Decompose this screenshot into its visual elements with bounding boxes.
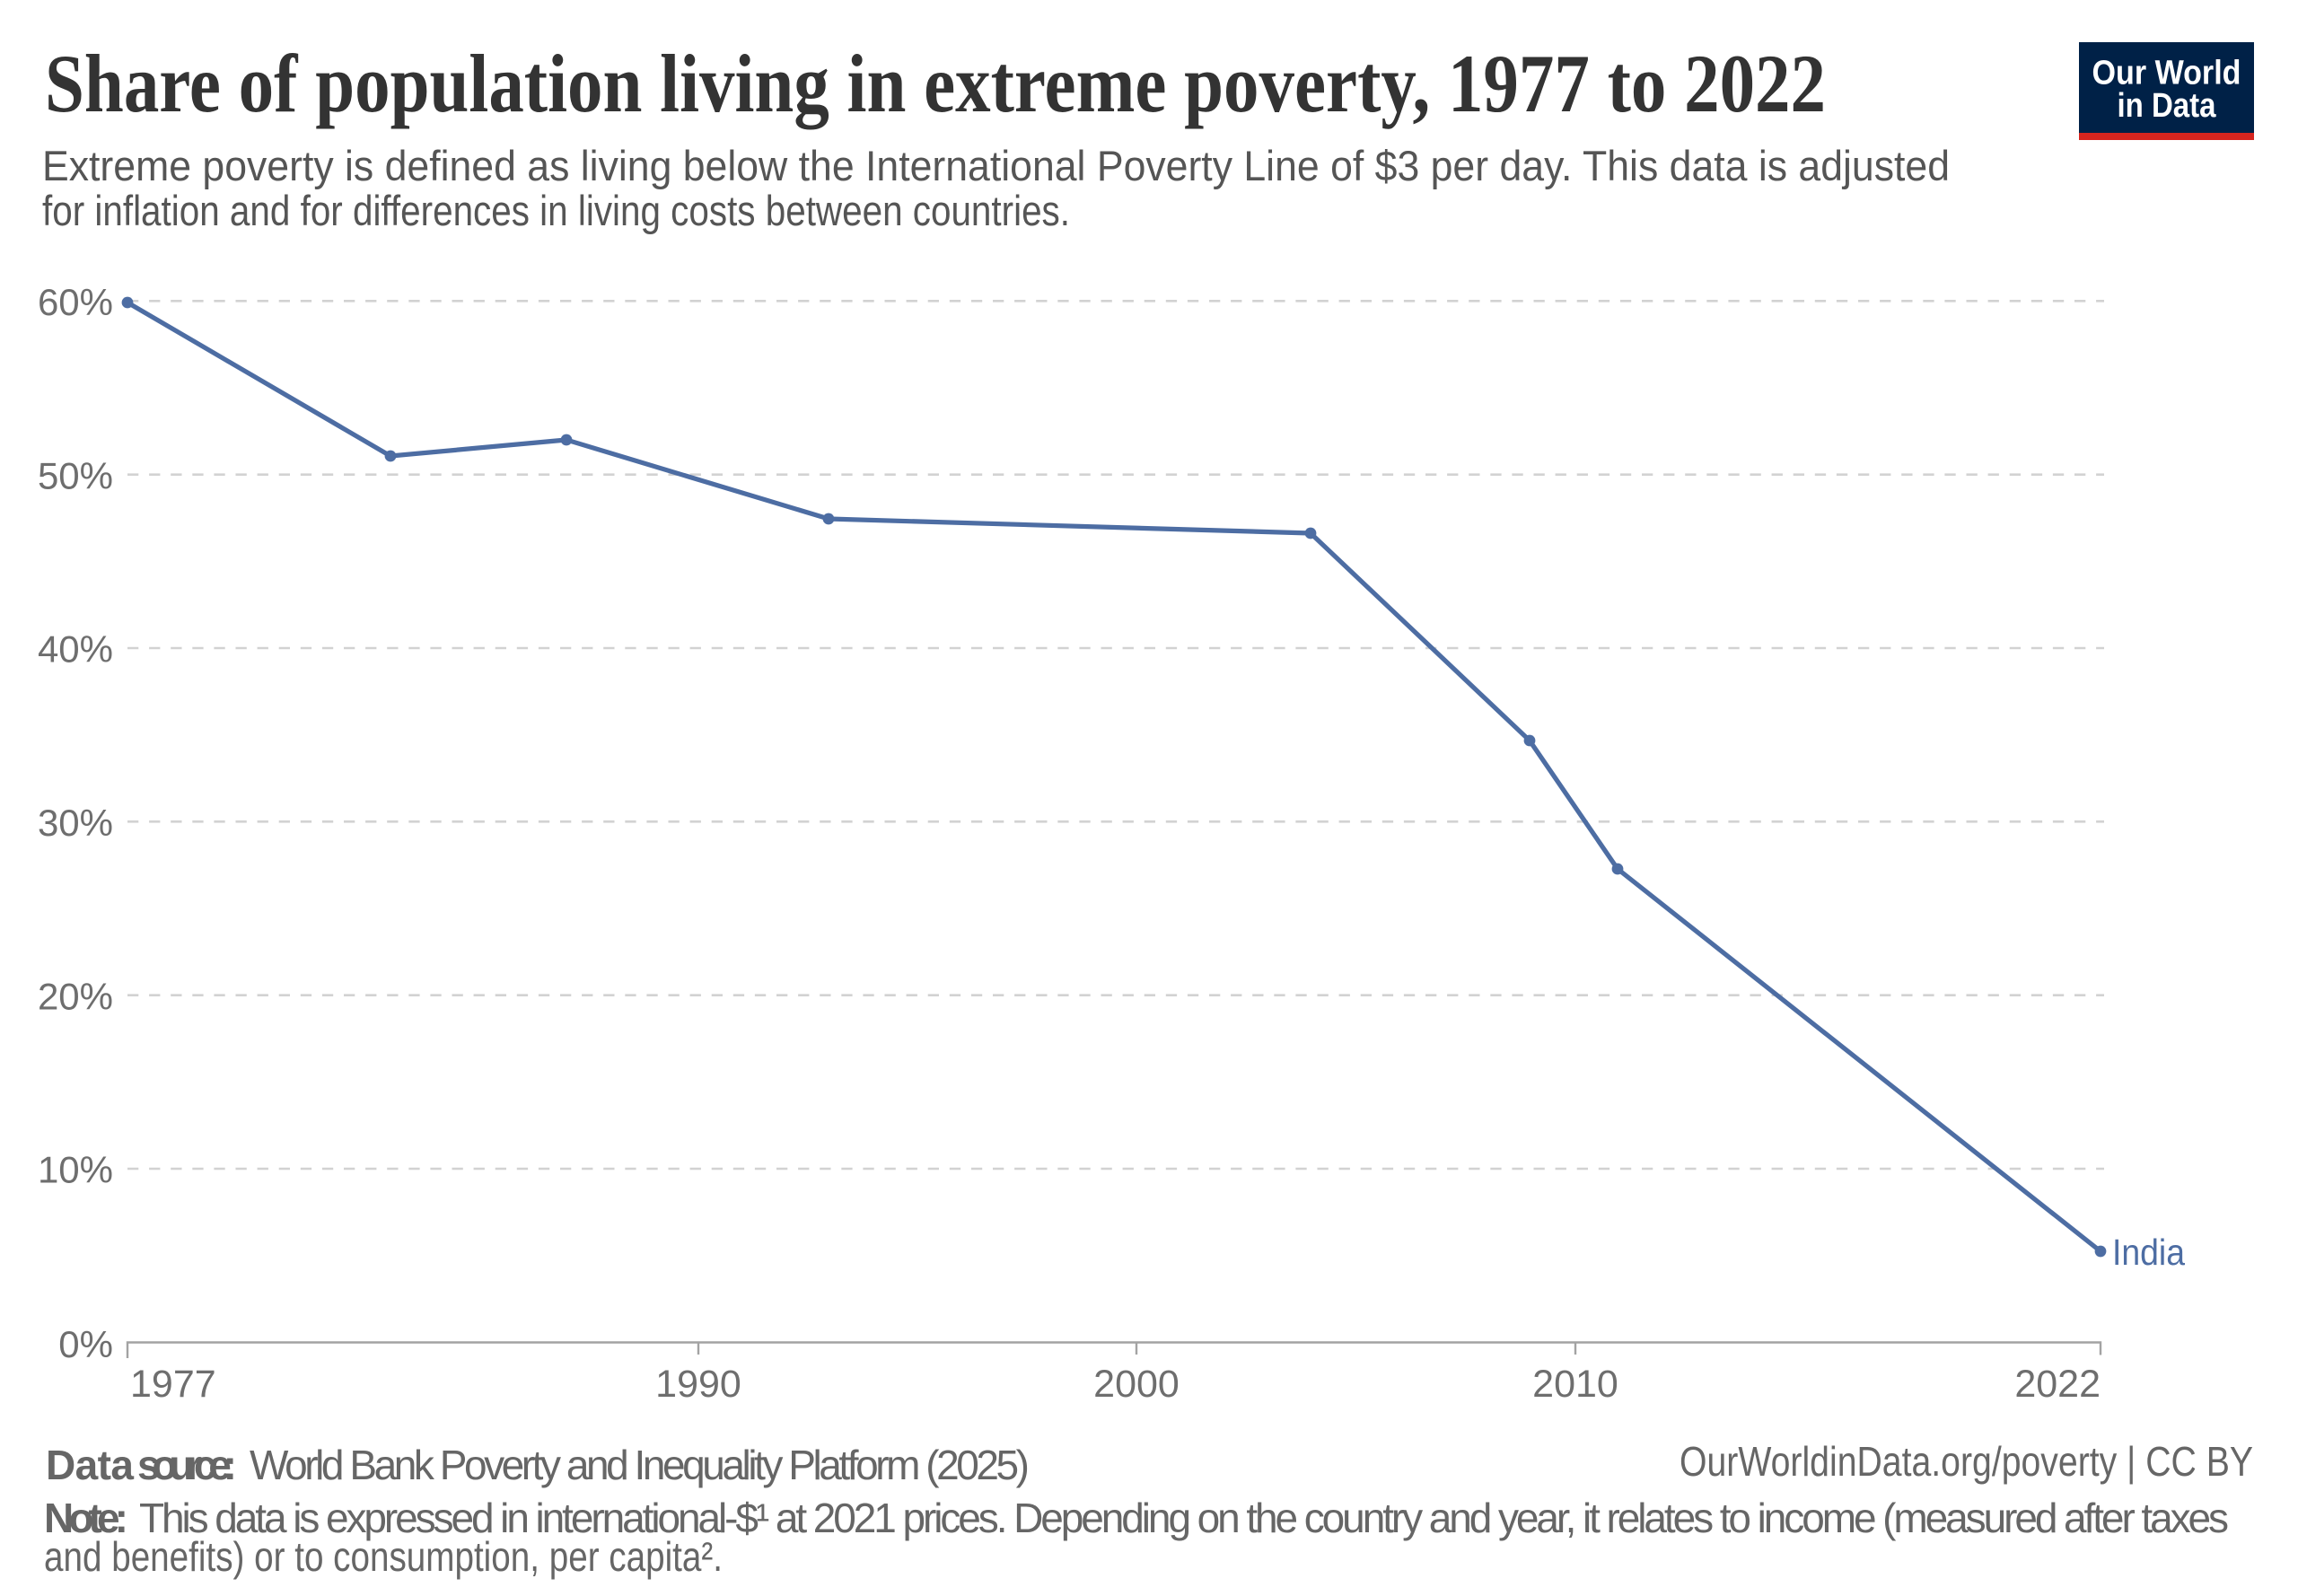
svg-text:1977: 1977 <box>130 1363 216 1406</box>
svg-text:Note:This data is expressed in: Note: This data is expressed in internati… <box>44 1495 2229 1541</box>
svg-text:0%: 0% <box>58 1323 113 1365</box>
svg-text:Share of population living in: Share of population living in extreme po… <box>45 38 1826 129</box>
svg-text:OurWorldinData.org/poverty | C: OurWorldinData.org/poverty | CC BY <box>1680 1438 2253 1485</box>
svg-text:1990: 1990 <box>655 1363 741 1406</box>
svg-text:20%: 20% <box>38 975 113 1017</box>
svg-text:India: India <box>2112 1232 2185 1273</box>
svg-text:2000: 2000 <box>1093 1363 1180 1406</box>
svg-text:Our World: Our World <box>2092 55 2241 92</box>
svg-text:for inflation and for differen: for inflation and for differences in liv… <box>42 187 1070 234</box>
svg-text:and benefits) or to consumptio: and benefits) or to consumption, per cap… <box>44 1533 723 1580</box>
svg-text:60%: 60% <box>38 281 113 323</box>
svg-text:30%: 30% <box>38 802 113 844</box>
svg-text:40%: 40% <box>38 628 113 671</box>
svg-text:Datasource:World Bank Poverty: Datasource: World Bank Poverty and Inequa… <box>46 1442 1030 1488</box>
svg-text:2010: 2010 <box>1532 1363 1618 1406</box>
svg-text:Extreme poverty is defined as: Extreme poverty is defined as living bel… <box>42 142 1950 189</box>
svg-text:10%: 10% <box>38 1149 113 1191</box>
svg-text:50%: 50% <box>38 454 113 496</box>
svg-text:in Data: in Data <box>2118 87 2217 125</box>
svg-text:2022: 2022 <box>2014 1363 2101 1406</box>
